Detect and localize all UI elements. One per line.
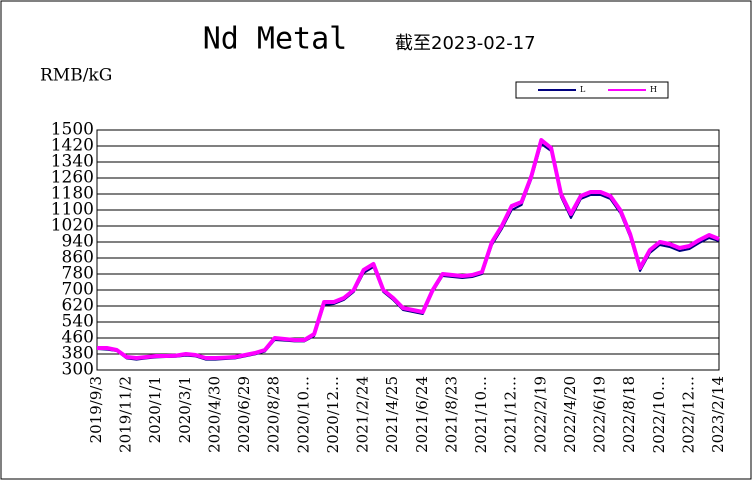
x-tick-label: 2022/4/20 [561, 376, 579, 453]
x-tick-label: 2021/12… [502, 376, 520, 453]
legend-label: L [580, 85, 586, 94]
y-tick-label: 1180 [51, 184, 94, 204]
x-tick-label: 2023/2/14 [709, 376, 727, 453]
y-tick-label: 460 [62, 328, 94, 348]
x-tick-label: 2020/3/1 [176, 376, 194, 443]
y-tick-label: 1420 [51, 136, 94, 156]
x-tick-label: 2019/9/3 [87, 376, 105, 443]
x-tick-label: 2020/8/28 [265, 376, 283, 453]
chart-subtitle: 截至2023-02-17 [395, 33, 536, 54]
y-tick-label: 300 [62, 360, 94, 380]
x-tick-label: 2021/6/24 [413, 376, 431, 453]
y-tick-label: 1500 [51, 120, 94, 140]
y-tick-label: 380 [62, 344, 94, 364]
x-tick-label: 2022/2/19 [531, 376, 549, 453]
x-tick-label: 2019/11/2 [117, 376, 135, 453]
x-tick-label: 2020/1/1 [146, 376, 164, 443]
line-series [97, 138, 720, 360]
y-tick-label: 620 [62, 296, 94, 316]
x-tick-label: 2021/10… [472, 376, 490, 453]
x-tick-label: 2020/6/29 [235, 376, 253, 453]
x-tick-label: 2022/6/19 [591, 376, 609, 453]
chart-title: Nd Metal [203, 22, 348, 57]
y-tick-label: 860 [62, 248, 94, 268]
y-tick-label: 1340 [51, 152, 94, 172]
x-tick-label: 2022/8/18 [620, 376, 638, 453]
x-tick-label: 2021/4/25 [383, 376, 401, 453]
y-tick-label: 1260 [51, 168, 94, 188]
legend-label: H [650, 85, 657, 94]
x-tick-label: 2021/8/23 [442, 376, 460, 453]
x-tick-label: 2022/10… [650, 376, 668, 453]
x-tick-label: 2020/10… [294, 376, 312, 453]
x-tick-label: 2020/12… [324, 376, 342, 453]
plot-area [96, 129, 720, 371]
y-tick-label: 780 [62, 264, 94, 284]
x-tick-label: 2022/12… [679, 376, 697, 453]
y-axis-label: RMB/kG [40, 66, 112, 86]
x-tick-label: 2020/4/30 [205, 376, 223, 453]
y-tick-label: 1020 [51, 216, 94, 236]
y-tick-label: 540 [62, 312, 94, 332]
y-tick-label: 940 [62, 232, 94, 252]
y-tick-label: 700 [62, 280, 94, 300]
x-tick-label: 2021/2/24 [354, 376, 372, 453]
legend [515, 81, 669, 99]
y-tick-label: 1100 [51, 200, 94, 220]
